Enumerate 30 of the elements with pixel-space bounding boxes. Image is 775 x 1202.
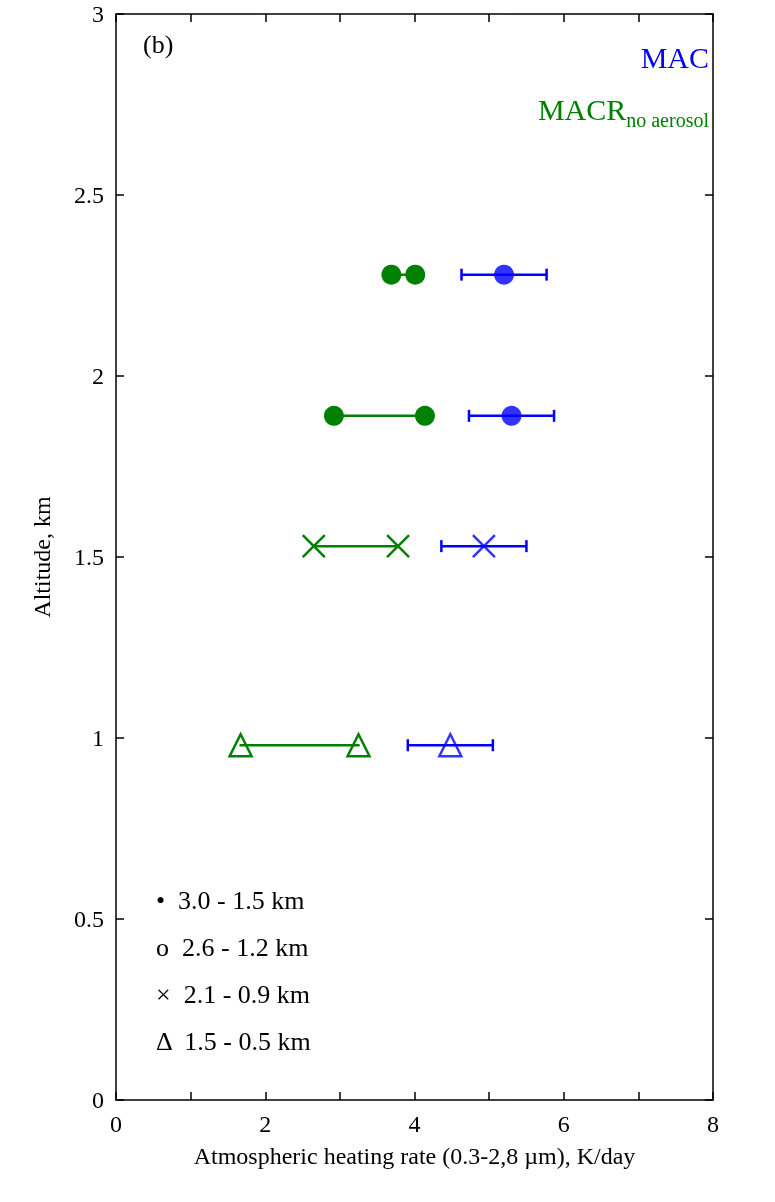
point bbox=[494, 264, 515, 285]
point bbox=[414, 405, 435, 426]
y-axis-title: Altitude, km bbox=[29, 496, 55, 618]
x-tick-label: 6 bbox=[557, 1111, 570, 1137]
y-tick-label: 0 bbox=[92, 1087, 104, 1113]
y-tick-label: 1 bbox=[92, 725, 104, 751]
point bbox=[323, 405, 344, 426]
x-axis-title: Atmospheric heating rate (0.3-2,8 µm), K/day bbox=[193, 1143, 636, 1169]
annotation: • 3.0 - 1.5 km bbox=[156, 885, 305, 915]
point bbox=[405, 264, 426, 285]
point bbox=[385, 533, 411, 559]
x-tick-label: 4 bbox=[408, 1111, 421, 1137]
annotation: o 2.6 - 1.2 km bbox=[156, 932, 309, 962]
x-tick-label: 0 bbox=[110, 1111, 122, 1137]
point bbox=[501, 405, 522, 426]
point bbox=[471, 533, 497, 559]
annotation: × 2.1 - 0.9 km bbox=[156, 979, 311, 1009]
y-tick-label: 3 bbox=[92, 1, 104, 27]
point bbox=[438, 732, 463, 758]
y-tick-label: 2 bbox=[92, 363, 104, 389]
y-tick-label: 0.5 bbox=[74, 906, 104, 932]
text: MAC bbox=[640, 40, 710, 74]
y-tick-label: 2.5 bbox=[74, 182, 104, 208]
x-tick-label: 8 bbox=[707, 1111, 719, 1137]
x-tick-label: 2 bbox=[259, 1111, 272, 1137]
point bbox=[301, 533, 327, 559]
point bbox=[381, 264, 402, 285]
text: (b) bbox=[143, 29, 174, 59]
y-tick-label: 1.5 bbox=[74, 544, 104, 570]
annotation: Δ 1.5 - 0.5 km bbox=[156, 1026, 311, 1056]
